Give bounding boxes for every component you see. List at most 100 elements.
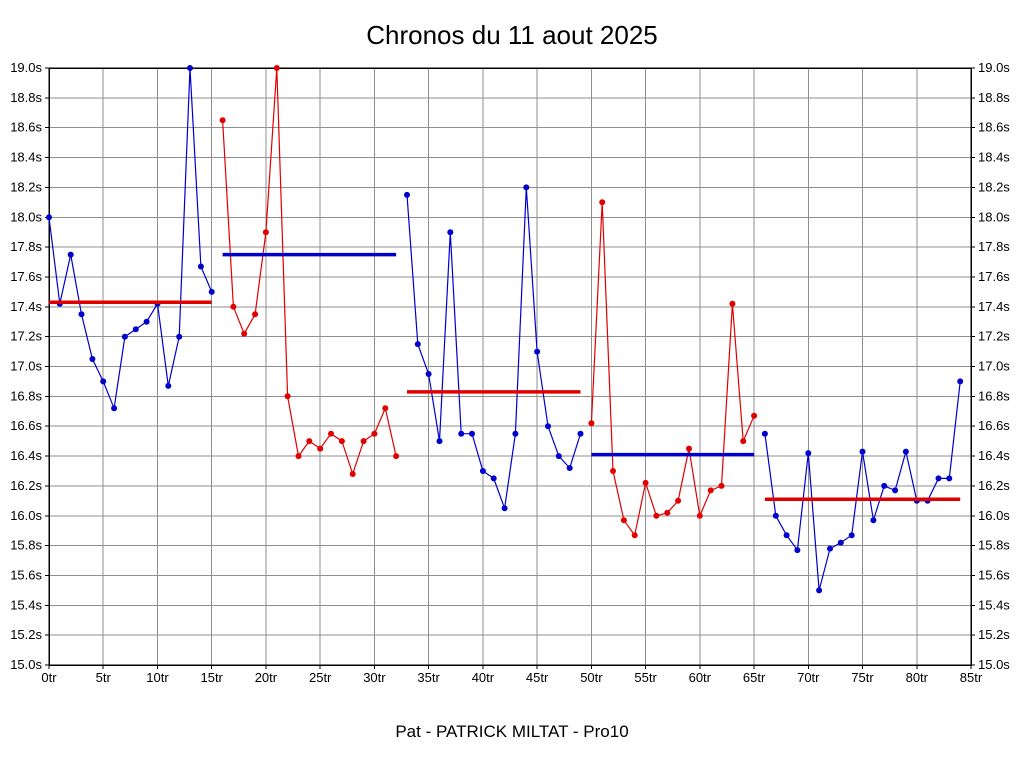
y-tick-label: 17.4s xyxy=(10,299,42,314)
data-point xyxy=(566,465,573,471)
series-line xyxy=(48,67,213,411)
y-tick-label: 18.4s xyxy=(10,150,42,165)
data-point xyxy=(870,517,877,524)
y-tick-label: 18.8s xyxy=(10,90,42,105)
data-point xyxy=(273,65,280,71)
x-tick-label: 70tr xyxy=(797,670,820,685)
y-tick-label: 15.4s xyxy=(10,597,42,612)
data-point xyxy=(46,214,52,221)
data-point xyxy=(577,430,584,437)
y-axis-right: 15.0s 15.2s 15.4s 15.6s 15.8s 16.0s 16.2s 16.4s… xyxy=(971,60,1010,672)
y-tick-label: 16.8s xyxy=(978,388,1010,403)
y-tick-label: 18.0s xyxy=(10,209,42,224)
data-point xyxy=(458,430,465,437)
data-point xyxy=(816,587,823,594)
data-point xyxy=(729,300,736,307)
data-point xyxy=(696,512,703,519)
y-tick-label: 15.0s xyxy=(10,657,42,672)
y-tick-label: 16.0s xyxy=(10,508,42,523)
y-tick-label: 15.2s xyxy=(978,627,1010,642)
data-point xyxy=(599,199,606,206)
x-tick-label: 65tr xyxy=(743,670,766,685)
y-tick-label: 16.2s xyxy=(10,478,42,493)
x-tick-label: 10tr xyxy=(146,670,169,685)
y-tick-label: 18.2s xyxy=(10,179,42,194)
data-point xyxy=(490,475,497,482)
y-tick-label: 18.0s xyxy=(978,209,1010,224)
x-tick-label: 75tr xyxy=(851,670,874,685)
data-point xyxy=(219,117,226,124)
x-tick-label: 0tr xyxy=(41,670,57,685)
chart-title: Chronos du 11 aout 2025 xyxy=(366,20,658,50)
y-tick-label: 15.6s xyxy=(10,568,42,583)
series-stint-2 xyxy=(219,65,400,477)
data-point xyxy=(718,482,725,489)
grid-lines xyxy=(48,67,972,666)
data-point xyxy=(523,184,530,191)
data-point xyxy=(957,378,964,385)
data-point xyxy=(230,303,237,310)
data-point xyxy=(295,453,302,460)
y-tick-label: 15.8s xyxy=(978,538,1010,553)
x-tick-label: 20tr xyxy=(255,670,278,685)
x-tick-label: 15tr xyxy=(200,670,223,685)
data-point xyxy=(620,517,627,524)
x-tick-label: 45tr xyxy=(526,670,549,685)
data-point xyxy=(447,229,454,236)
data-point xyxy=(328,430,334,437)
data-point xyxy=(772,512,779,519)
y-tick-label: 16.6s xyxy=(978,418,1010,433)
data-point xyxy=(393,453,400,460)
data-point xyxy=(783,532,790,539)
y-tick-label: 17.0s xyxy=(10,359,42,374)
data-point xyxy=(686,445,692,452)
y-tick-label: 18.2s xyxy=(978,179,1010,194)
y-tick-label: 17.2s xyxy=(978,329,1010,344)
y-tick-label: 18.4s xyxy=(978,150,1010,165)
data-point xyxy=(761,430,768,437)
data-point xyxy=(827,545,833,552)
data-point xyxy=(653,512,660,519)
data-point xyxy=(121,333,128,340)
series-line xyxy=(590,202,755,537)
x-tick-label: 55tr xyxy=(634,670,657,685)
y-tick-label: 15.8s xyxy=(10,538,42,553)
y-tick-label: 16.8s xyxy=(10,388,42,403)
data-point xyxy=(67,251,74,258)
chart-footer: Pat - PATRICK MILTAT - Pro10 xyxy=(395,722,629,741)
data-point xyxy=(404,191,410,198)
x-tick-label: 85tr xyxy=(960,670,983,685)
y-tick-label: 19.0s xyxy=(978,60,1010,75)
y-tick-label: 16.6s xyxy=(10,418,42,433)
data-point xyxy=(208,288,215,295)
y-tick-label: 18.6s xyxy=(10,120,42,135)
data-point xyxy=(89,356,96,362)
y-tick-label: 17.8s xyxy=(978,239,1010,254)
series-stint-3 xyxy=(404,184,584,512)
data-point xyxy=(902,448,909,455)
y-tick-label: 16.0s xyxy=(978,508,1010,523)
data-point xyxy=(740,438,747,445)
data-point xyxy=(338,438,345,445)
data-point xyxy=(143,318,150,325)
data-point xyxy=(436,438,443,445)
data-point xyxy=(382,405,389,412)
data-point xyxy=(555,453,562,460)
y-tick-label: 16.2s xyxy=(978,478,1010,493)
y-tick-label: 17.6s xyxy=(978,269,1010,284)
data-point xyxy=(610,468,616,474)
series-stint-1 xyxy=(46,65,215,412)
series-line xyxy=(222,67,397,476)
data-point xyxy=(837,539,844,546)
data-point xyxy=(197,263,204,270)
data-point xyxy=(317,445,324,452)
data-point xyxy=(935,475,942,482)
data-point xyxy=(132,326,139,333)
data-point xyxy=(805,450,812,457)
data-point xyxy=(360,438,367,445)
data-point xyxy=(262,229,269,236)
data-point xyxy=(78,311,85,318)
data-point xyxy=(425,371,432,377)
series-stint-4 xyxy=(588,199,758,539)
